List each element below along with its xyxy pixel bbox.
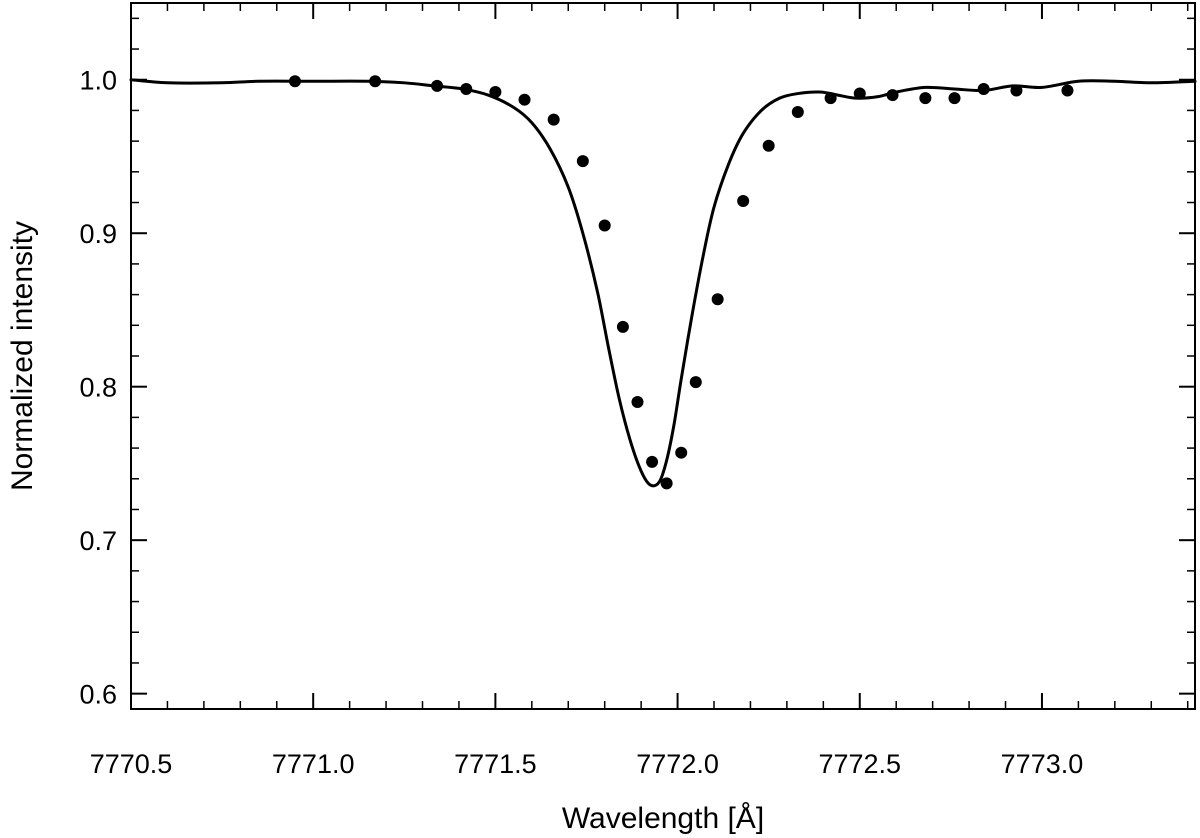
data-point: [460, 82, 473, 95]
data-point: [919, 92, 932, 105]
y-tick-label: 0.6: [79, 680, 117, 710]
data-point: [1010, 84, 1023, 97]
series-points: [288, 75, 1074, 490]
x-tick-label: 7770.5: [90, 749, 173, 779]
data-point: [711, 293, 724, 306]
data-point: [853, 87, 866, 100]
x-tick-labels: 7770.5 7771.0 7771.5 7772.0 7772.5 7773.0: [90, 749, 1084, 779]
x-tick-label: 7772.0: [636, 749, 719, 779]
data-point: [518, 93, 531, 106]
data-point: [886, 89, 899, 102]
data-point: [616, 320, 629, 333]
x-tick-label: 7771.5: [454, 749, 537, 779]
y-axis-title: Normalized intensity: [6, 221, 39, 491]
y-tick-label: 0.8: [79, 373, 117, 403]
y-tick-label: 0.7: [79, 526, 117, 556]
data-point: [948, 92, 961, 105]
y-tick-labels: 0.6 0.7 0.8 0.9 1.0: [79, 66, 117, 710]
data-point: [660, 477, 673, 490]
data-point: [791, 105, 804, 118]
data-point: [737, 194, 750, 207]
x-axis-title: Wavelength [Å]: [562, 802, 764, 835]
data-point: [1061, 84, 1074, 97]
x-tick-label: 7773.0: [1001, 749, 1084, 779]
data-point: [369, 75, 382, 88]
data-point: [547, 113, 560, 126]
data-point: [598, 219, 611, 232]
plot-frame: [130, 2, 1196, 710]
data-point: [431, 79, 444, 92]
data-point: [762, 139, 775, 152]
y-tick-label: 0.9: [79, 219, 117, 249]
data-point: [689, 376, 702, 389]
x-tick-label: 7772.5: [818, 749, 901, 779]
data-point: [576, 155, 589, 168]
data-point: [675, 446, 688, 459]
data-point: [977, 82, 990, 95]
y-tick-label: 1.0: [79, 66, 117, 96]
data-point: [288, 75, 301, 88]
ticks-layer: [130, 3, 1195, 709]
data-point: [824, 92, 837, 105]
series-line: [129, 78, 1197, 488]
x-tick-label: 7771.0: [272, 749, 355, 779]
data-point: [631, 396, 644, 409]
data-point: [646, 455, 659, 468]
data-point: [489, 86, 502, 99]
